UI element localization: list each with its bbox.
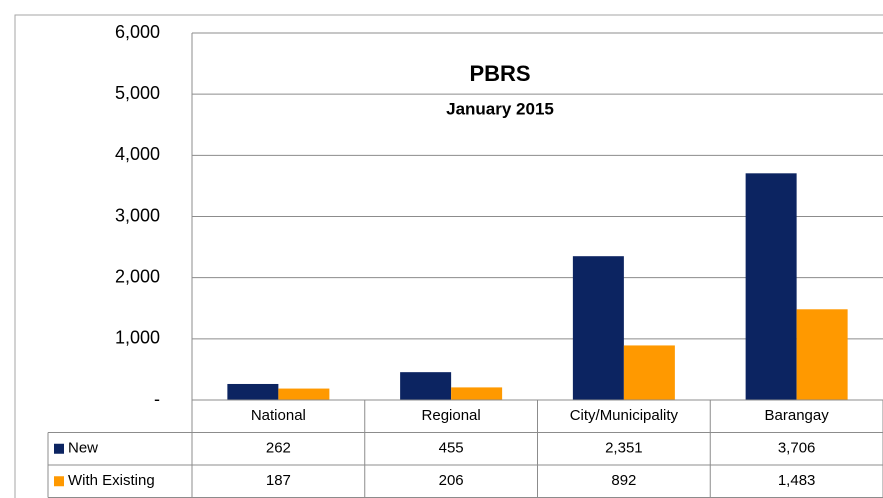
bar <box>623 345 675 400</box>
y-tick-label: 1,000 <box>115 328 160 348</box>
chart-border <box>14 14 883 498</box>
x-tick-label: City/Municipality <box>570 407 679 424</box>
data-label: 206 <box>439 472 464 489</box>
bar <box>796 309 848 400</box>
x-tick-label: National <box>251 407 306 424</box>
chart-title: PBRS <box>469 61 530 86</box>
data-label: 2,351 <box>605 440 643 457</box>
legend-key <box>54 443 64 454</box>
bar <box>451 387 503 400</box>
y-tick-label: 2,000 <box>115 266 160 286</box>
x-tick-label: Barangay <box>765 407 830 424</box>
data-label: 262 <box>266 440 291 457</box>
x-tick-label: Regional <box>422 407 481 424</box>
data-label: 455 <box>439 440 464 457</box>
y-tick-label: 6,000 <box>115 22 160 42</box>
legend-label: With Existing <box>68 472 155 489</box>
y-tick-label: 4,000 <box>115 144 160 164</box>
data-label: 187 <box>266 472 291 489</box>
bar <box>572 256 624 400</box>
chart-subtitle: January 2015 <box>446 99 554 118</box>
bar <box>227 383 279 400</box>
bar <box>745 173 797 400</box>
bar <box>400 372 452 400</box>
bar <box>278 388 330 400</box>
data-label: 1,483 <box>778 472 816 489</box>
legend-key <box>54 476 64 487</box>
data-label: 3,706 <box>778 440 816 457</box>
y-tick-label: - <box>154 389 160 409</box>
legend-label: New <box>68 440 98 457</box>
data-label: 892 <box>611 472 636 489</box>
y-tick-label: 3,000 <box>115 205 160 225</box>
y-tick-label: 5,000 <box>115 83 160 103</box>
